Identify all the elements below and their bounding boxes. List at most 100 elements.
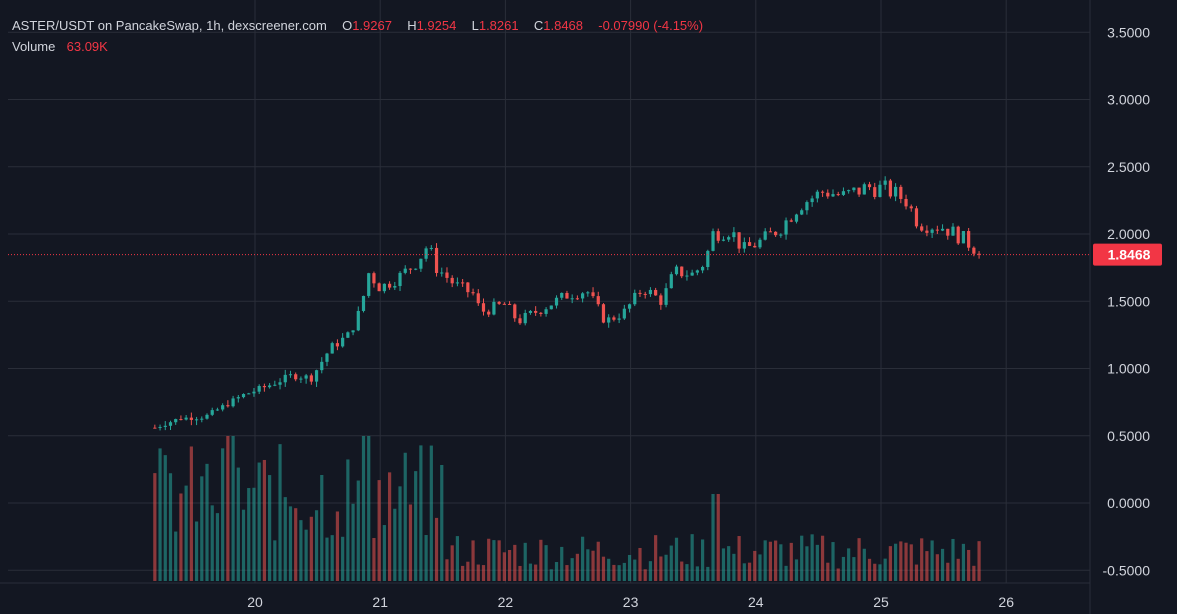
volume-bar [930,540,934,581]
candle-body [904,198,908,207]
candle-body [841,191,846,195]
volume-bar [711,494,715,581]
candle-body [539,312,543,314]
volume-bar [581,536,585,581]
volume-bar [977,541,981,581]
volume-bar [387,472,392,581]
pair-title: ASTER/USDT on PancakeSwap, 1h, dexscreen… [12,18,327,33]
candle-body [836,194,840,196]
candle-body [450,277,454,284]
volume-bar [878,564,882,581]
candle-body [570,298,574,300]
candle-body [565,292,569,299]
volume-bar [815,544,819,581]
volume-bar [356,480,360,581]
volume-bar [398,486,402,581]
volume-bar [732,553,736,581]
candle-body [742,242,746,249]
candle-body [189,417,193,420]
volume-bar [554,562,559,581]
volume-bar [466,561,470,581]
x-tick-label: 21 [372,594,388,610]
candle-body [946,228,950,236]
candle-body [518,318,522,324]
volume-bar [899,541,903,581]
candle-body [591,292,595,297]
candle-body [643,293,647,295]
candle-body [914,208,919,227]
candle-body [377,283,381,292]
volume-bar [241,509,246,581]
volume-bar [424,535,428,581]
candle-body [878,184,882,197]
y-tick-label: 1.0000 [1107,361,1150,377]
volume-bar [810,534,814,581]
volume-bar [946,562,950,581]
candle-body [560,292,564,298]
volume-bar [742,563,746,581]
candle-body [627,304,632,309]
candle-body [857,187,861,195]
volume-bar [904,542,908,581]
candle-body [654,289,658,296]
volume-bar [940,548,945,581]
candle-body [815,191,819,199]
candle-body [685,275,689,277]
candle-body [622,308,626,319]
volume-bar [706,566,710,581]
candle-body [184,417,188,420]
volume-bar [314,510,319,581]
candle-body [455,282,460,284]
candle-body [669,274,673,289]
candle-body [737,232,741,249]
candle-body [210,410,214,415]
candle-body [268,385,272,388]
volume-bar [601,556,606,581]
candle-body [513,304,517,319]
volume-bar [247,488,251,581]
candle-body [601,304,606,323]
candle-body [194,419,199,421]
volume-bar [659,556,663,581]
candle-body [956,226,960,244]
volume-bar [268,475,272,581]
candle-body [294,374,298,380]
volume-bar [158,448,162,581]
last-price-label: 1.8468 [1108,247,1151,263]
candle-body [221,405,225,410]
y-tick-label: 3.0000 [1107,92,1150,108]
x-tick-label: 25 [873,594,889,610]
candle-body [706,250,710,267]
volume-bar [779,544,783,581]
volume-bar [210,505,214,581]
volume-bar [184,485,188,581]
volume-bar [221,448,225,581]
candle-body [288,374,293,376]
change-value: -0.07990 (-4.15%) [598,18,704,33]
volume-bar [341,536,345,581]
volume-bar [961,543,966,581]
volume-bar [612,564,616,581]
volume-bar [377,480,381,581]
volume-bar [450,545,454,581]
candle-body [252,391,256,394]
volume-bar [429,445,433,581]
volume-bar [972,565,976,581]
candle-body [168,422,173,426]
volume-bar [883,558,887,581]
legend-volume-row: Volume 63.09K [12,36,703,57]
candle-body [523,312,527,324]
candle-body [492,301,496,315]
candle-body [356,310,360,331]
volume-bar [367,436,371,581]
candle-body [867,184,872,188]
candle-body [544,309,548,314]
volume-bar [654,535,658,581]
volume-bar [591,550,595,581]
volume-bar [857,538,861,581]
candle-body [894,186,898,197]
volume-bar [873,563,877,581]
volume-bar [393,508,397,581]
candle-body [419,258,423,269]
